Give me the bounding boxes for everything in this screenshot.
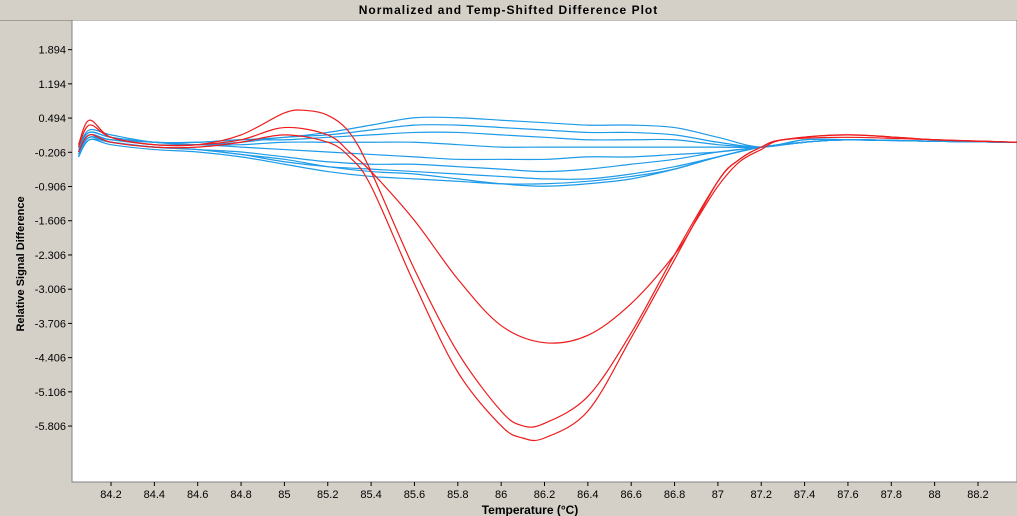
x-tick-label: 87 [712,489,724,501]
x-tick-label: 86.2 [534,489,555,501]
x-tick-label: 85.6 [404,489,425,501]
y-tick-label: -0.906 [35,182,66,194]
x-tick-label: 88 [929,489,941,501]
x-tick-label: 85.8 [447,489,468,501]
x-tick-label: 88.2 [967,489,988,501]
x-tick-label: 87.6 [837,489,858,501]
y-tick-label: -3.706 [35,318,66,330]
x-tick-label: 86 [495,489,507,501]
y-tick-label: -0.206 [35,147,66,159]
x-tick-label: 84.6 [187,489,208,501]
x-tick-label: 87.8 [881,489,902,501]
x-tick-label: 86.4 [577,489,598,501]
y-tick-label: 1.194 [38,79,66,91]
y-tick-label: -2.306 [35,250,66,262]
x-axis: 84.2 84.4 84.6 84.8 85 85.2 85.4 85.6 85.8 86 86.2… [100,482,989,501]
x-tick-label: 84.2 [100,489,121,501]
x-tick-label: 87.4 [794,489,815,501]
x-tick-label: 84.8 [230,489,251,501]
y-tick-label: -5.106 [35,387,66,399]
y-tick-label: -4.406 [35,353,66,365]
y-tick-label: 1.894 [38,45,66,57]
y-tick-label: -1.606 [35,216,66,228]
y-tick-label: -3.006 [35,284,66,296]
x-tick-label: 85.4 [360,489,381,501]
plot-area [71,20,1017,483]
y-axis-label: Relative Signal Difference [15,196,27,331]
x-tick-label: 87.2 [751,489,772,501]
y-tick-label: 0.494 [38,113,66,125]
x-tick-label: 84.4 [144,489,165,501]
series-lines [77,109,1017,442]
difference-plot: 84.2 84.4 84.6 84.8 85 85.2 85.4 85.6 85.8 86 86.2… [15,20,1017,516]
y-axis: 1.894 1.194 0.494 -0.206 -0.906 -1.606 -2.306 -… [35,45,72,433]
chart-title-bar: Normalized and Temp-Shifted Difference P… [0,0,1017,21]
reference-series-line [77,136,1017,187]
variant-series-line [77,134,1017,442]
x-tick-label: 86.8 [664,489,685,501]
y-tick-label: -5.806 [35,421,66,433]
chart-title: Normalized and Temp-Shifted Difference P… [358,3,659,17]
variant-series-line [77,119,1017,344]
x-axis-label: Temperature (°C) [482,503,579,516]
x-tick-label: 85.2 [317,489,338,501]
x-tick-label: 85 [278,489,290,501]
x-tick-label: 86.6 [620,489,641,501]
